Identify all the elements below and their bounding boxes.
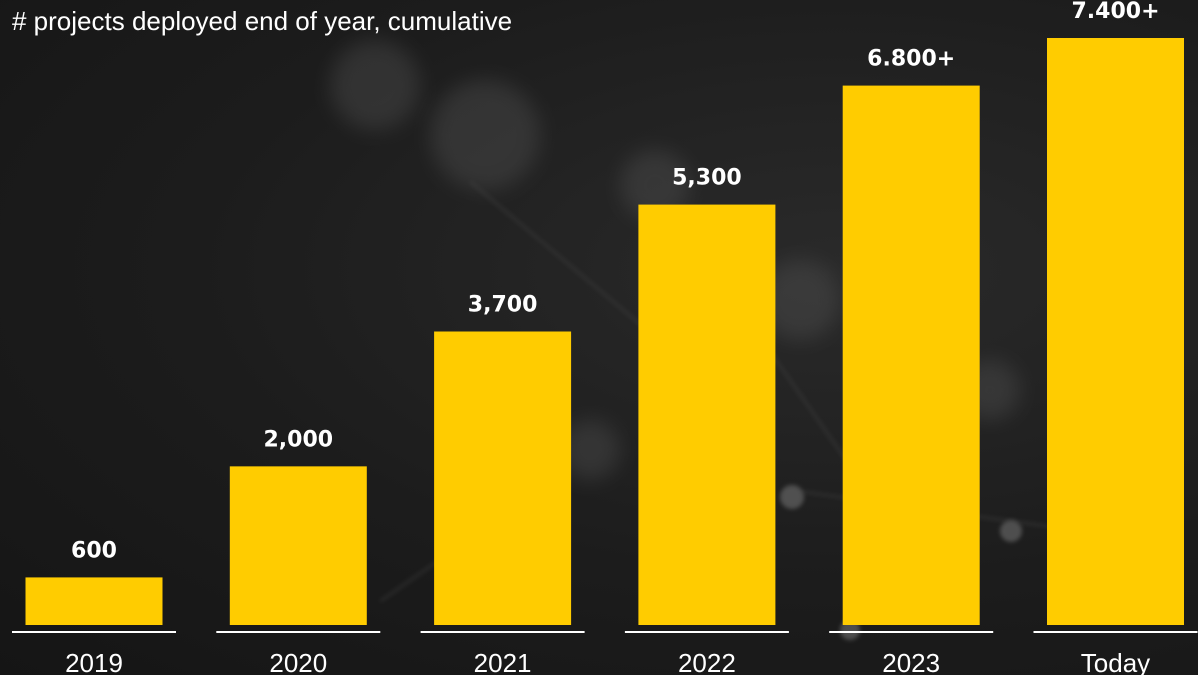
background-node [780, 485, 804, 509]
x-tick-label-2022: 2022 [678, 648, 736, 675]
background-node [1000, 520, 1022, 542]
bar-2023 [842, 85, 980, 625]
chart-title: # projects deployed end of year, cumulat… [12, 6, 513, 36]
bar-2019 [25, 577, 163, 625]
bar-today [1047, 38, 1184, 625]
bar-2021 [434, 331, 572, 625]
background-bokeh [430, 80, 540, 190]
x-tick-label-2021: 2021 [474, 648, 532, 675]
bar-2022 [638, 204, 776, 625]
bar-2020 [229, 466, 367, 625]
data-label-2022: 5,300 [672, 166, 742, 191]
data-label-2020: 2,000 [264, 427, 334, 452]
data-label-2019: 600 [71, 538, 117, 563]
data-label-2023: 6.800+ [867, 47, 955, 72]
x-tick-label-2020: 2020 [269, 648, 327, 675]
x-tick-label-2023: 2023 [882, 648, 940, 675]
background-bokeh [330, 40, 420, 130]
data-label-2021: 3,700 [468, 293, 538, 318]
x-tick-label-today: Today [1081, 648, 1150, 675]
x-tick-label-2019: 2019 [65, 648, 123, 675]
data-label-today: 7.400+ [1071, 0, 1159, 24]
